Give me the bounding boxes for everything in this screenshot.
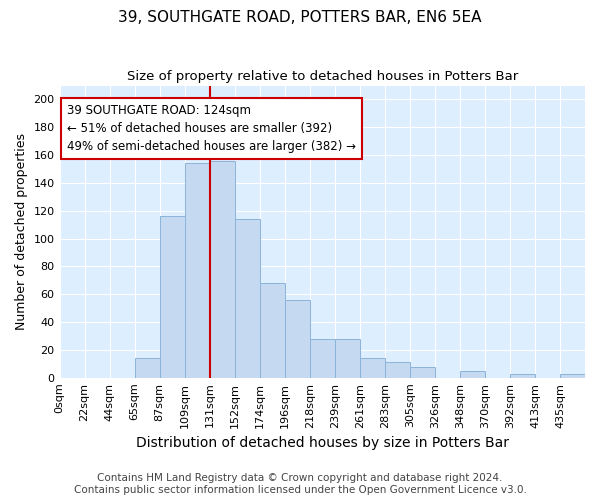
Bar [260,283,285,378]
Bar [560,374,585,378]
Title: Size of property relative to detached houses in Potters Bar: Size of property relative to detached ho… [127,70,518,83]
Bar [335,339,360,378]
Bar [510,374,535,378]
Bar [460,371,485,378]
Text: 39, SOUTHGATE ROAD, POTTERS BAR, EN6 5EA: 39, SOUTHGATE ROAD, POTTERS BAR, EN6 5EA [118,10,482,25]
Text: Contains HM Land Registry data © Crown copyright and database right 2024.
Contai: Contains HM Land Registry data © Crown c… [74,474,526,495]
Bar [209,160,235,378]
X-axis label: Distribution of detached houses by size in Potters Bar: Distribution of detached houses by size … [136,436,509,450]
Bar [360,358,385,378]
Bar [160,216,185,378]
Bar [235,219,260,378]
Y-axis label: Number of detached properties: Number of detached properties [15,133,28,330]
Text: 39 SOUTHGATE ROAD: 124sqm
← 51% of detached houses are smaller (392)
49% of semi: 39 SOUTHGATE ROAD: 124sqm ← 51% of detac… [67,104,356,152]
Bar [285,300,310,378]
Bar [310,339,335,378]
Bar [385,362,410,378]
Bar [134,358,160,378]
Bar [410,366,435,378]
Bar [185,164,209,378]
